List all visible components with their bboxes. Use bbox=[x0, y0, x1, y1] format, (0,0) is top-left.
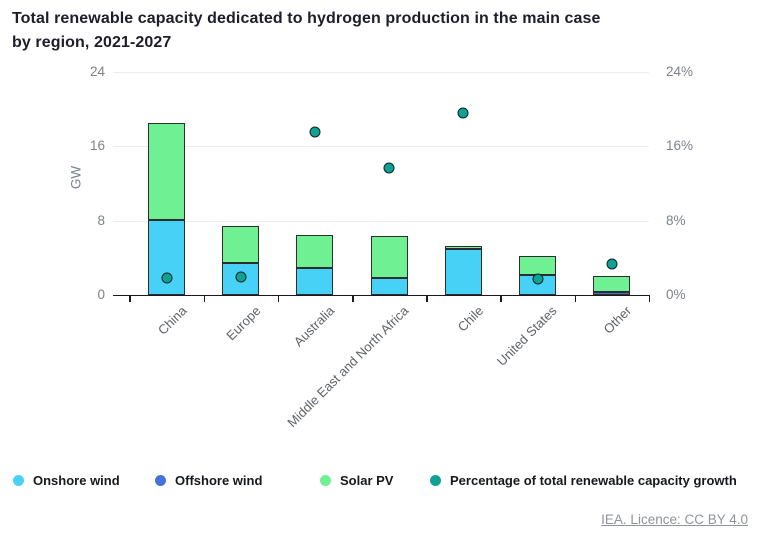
pct-dot-other[interactable] bbox=[606, 258, 618, 270]
source-licence-link[interactable]: IEA. Licence: CC BY 4.0 bbox=[601, 512, 748, 527]
pct-dot-australia[interactable] bbox=[309, 126, 321, 138]
legend-item-solar-pv[interactable]: Solar PV bbox=[320, 468, 393, 492]
plot-area: GW 0 8 16 24 0% 8% 16% 24% China Europe Australia M… bbox=[68, 64, 694, 431]
x-axis-tick bbox=[352, 295, 354, 302]
chart-title-line1: Total renewable capacity dedicated to hy… bbox=[12, 10, 601, 27]
legend-swatch bbox=[320, 474, 331, 486]
x-axis-tick bbox=[426, 295, 428, 302]
x-axis-label-australia: Australia bbox=[291, 303, 338, 350]
pct-dot-china[interactable] bbox=[161, 272, 172, 284]
x-axis-label-other: Other bbox=[600, 303, 635, 337]
x-axis-label-china: China bbox=[154, 303, 190, 338]
x-axis-tick bbox=[203, 295, 206, 302]
pct-dot-chile[interactable] bbox=[457, 107, 469, 119]
right-axis-tick-label: 16% bbox=[666, 138, 694, 154]
legend-label: Offshore wind bbox=[175, 472, 263, 488]
legend: Onshore wind Offshore wind Solar PV Percent… bbox=[0, 468, 770, 494]
bar-australia-onshore-wind[interactable] bbox=[296, 268, 334, 295]
x-axis-tick bbox=[129, 295, 131, 302]
x-axis-label-europe: Europe bbox=[223, 303, 264, 344]
x-axis-tick bbox=[574, 295, 577, 302]
y-axis-tick-label: 24 bbox=[89, 64, 105, 79]
legend-swatch bbox=[155, 474, 166, 486]
x-axis-tick bbox=[500, 295, 502, 302]
y-axis-tick-label: 16 bbox=[89, 138, 105, 154]
legend-swatch bbox=[13, 474, 24, 486]
bar-chile-solar-pv[interactable] bbox=[444, 245, 482, 250]
bar-middle-east-and-north-africa-onshore-wind[interactable] bbox=[370, 278, 408, 295]
right-axis-tick-label: 8% bbox=[666, 212, 686, 228]
pct-dot-middle-east-and-north-africa[interactable] bbox=[383, 162, 395, 174]
bar-united-states-solar-pv[interactable] bbox=[519, 255, 556, 275]
bar-australia-solar-pv[interactable] bbox=[296, 234, 334, 269]
y-axis-title: GW bbox=[68, 165, 84, 190]
legend-item-offshore-wind[interactable]: Offshore wind bbox=[155, 468, 262, 492]
gridline bbox=[113, 72, 649, 73]
y-axis-tick-label: 8 bbox=[97, 212, 105, 228]
chart-title: Total renewable capacity dedicated to hy… bbox=[12, 7, 732, 55]
pct-dot-europe[interactable] bbox=[235, 271, 247, 283]
x-axis-tick bbox=[277, 295, 280, 302]
legend-label: Onshore wind bbox=[33, 472, 120, 488]
bar-middle-east-and-north-africa-solar-pv[interactable] bbox=[370, 235, 408, 279]
y-axis-tick-label: 0 bbox=[97, 287, 105, 302]
x-axis-label-chile: Chile bbox=[454, 303, 486, 335]
x-axis-line bbox=[113, 294, 650, 296]
chart-title-line2: by region, 2021-2027 bbox=[12, 34, 172, 51]
bar-china-solar-pv[interactable] bbox=[148, 123, 185, 220]
legend-item-onshore-wind[interactable]: Onshore wind bbox=[13, 468, 120, 492]
x-axis-tick bbox=[648, 295, 651, 302]
legend-item-percentage-of-total-renewable-capacity-growth[interactable]: Percentage of total renewable capacity g… bbox=[430, 468, 737, 492]
legend-swatch bbox=[430, 474, 441, 486]
right-axis-tick-label: 24% bbox=[666, 64, 694, 79]
x-axis-label-middle-east-and-north-africa: Middle East and North Africa bbox=[284, 303, 412, 431]
gridline bbox=[113, 220, 649, 222]
x-axis-label-united-states: United States bbox=[494, 303, 561, 369]
legend-label: Solar PV bbox=[340, 472, 394, 488]
bar-other-solar-pv[interactable] bbox=[593, 276, 631, 293]
gridline bbox=[113, 146, 649, 148]
legend-label: Percentage of total renewable capacity g… bbox=[450, 472, 737, 488]
pct-dot-united-states[interactable] bbox=[532, 273, 543, 285]
bar-europe-solar-pv[interactable] bbox=[222, 226, 260, 264]
bar-other-offshore-wind[interactable] bbox=[593, 292, 631, 295]
bar-chile-onshore-wind[interactable] bbox=[444, 249, 482, 295]
right-axis-tick-label: 0% bbox=[666, 287, 686, 302]
